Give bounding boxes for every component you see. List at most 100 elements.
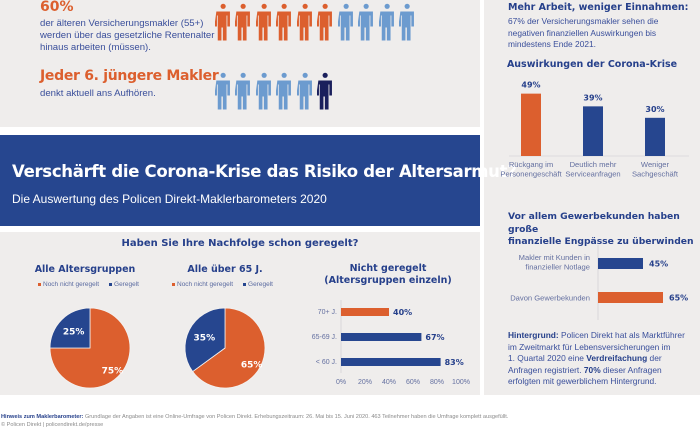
banner-subtitle: Die Auswertung des Policen Direkt-Makler… — [12, 192, 327, 206]
category-label: 70+ J. — [318, 309, 337, 316]
legend-swatch — [243, 282, 247, 286]
x-tick-label: 0% — [336, 379, 346, 386]
x-tick-label: 60% — [406, 379, 420, 386]
bar-value-label: 30% — [645, 105, 664, 114]
desc-line: werden über das gesetzliche Rentenalter — [40, 30, 215, 41]
footer-copyright: © Policen Direkt | policendirekt.de/pres… — [1, 422, 104, 428]
x-tick-label: 40% — [382, 379, 396, 386]
bg-emphasis: 70% — [583, 364, 601, 375]
title-line: Nicht geregelt — [349, 263, 427, 274]
category-label: 65-69 J. — [312, 334, 337, 341]
legend-item-not-settled: Noch nicht geregelt — [38, 281, 99, 288]
bar — [598, 292, 663, 303]
person-icon — [398, 3, 415, 41]
hbar-chart-age-groups: 70+ J. 40% 65-69 J. 67% < 60 J. 83% 0% 20% 40% 60… — [312, 300, 470, 386]
category-label: Makler mit Kunden in — [519, 253, 590, 262]
legend-label: Noch nicht geregelt — [43, 281, 100, 288]
person-icon — [378, 3, 395, 41]
footer-note-label: Hinweis zum Maklerbarometer: — [1, 414, 84, 420]
pie-slice-not-settled — [192, 307, 266, 389]
bg-label: Hintergrund: — [508, 330, 559, 340]
stat-younger-headline: Jeder 6. jüngere Makler — [40, 68, 219, 84]
stat-younger-description: denkt aktuell ans Aufhören. — [40, 88, 156, 100]
pie-value-label: 65% — [241, 361, 263, 371]
legend-item-settled: Geregelt — [109, 281, 139, 288]
category-label: Weniger — [641, 160, 670, 169]
footer-note-text: Grundlage der Angaben ist eine Online-Um… — [83, 414, 509, 420]
legend-swatch — [172, 282, 175, 286]
bar-value-label: 67% — [425, 333, 444, 342]
bg-line: Hintergrund: Policen Direkt hat als Mark… — [508, 330, 688, 342]
person-icon — [214, 72, 231, 110]
impact-panel — [484, 0, 700, 395]
banner-title: Verschärft die Corona-Krise das Risiko d… — [12, 162, 517, 181]
title-banner — [0, 135, 480, 226]
bar-value-label: 45% — [649, 260, 668, 269]
legend-swatch — [38, 282, 41, 286]
bar-value-label: 49% — [521, 81, 540, 90]
person-icon-highlighted — [316, 3, 333, 41]
vbar-corona-title: Auswirkungen der Corona-Krise — [506, 59, 678, 70]
category-label: finanzieller Notlage — [525, 263, 590, 272]
person-icon — [255, 72, 272, 110]
pie-slice-settled — [184, 307, 226, 373]
hbar-age-title: Nicht geregelt (Altersgruppen einzeln) — [318, 263, 458, 287]
bar-value-label: 40% — [393, 308, 412, 317]
title-line: finanzielle Engpässe zu überwinden — [508, 236, 694, 248]
intro-line: negativen finanziellen Auswirkungen bis — [508, 27, 657, 38]
person-icon-highlighted — [316, 72, 333, 110]
bg-text: dieser Anfragen — [600, 364, 662, 375]
person-icon-highlighted — [275, 3, 292, 41]
succession-title: Haben Sie Ihre Nachfolge schon geregelt? — [121, 238, 359, 249]
bar-value-label: 65% — [669, 294, 688, 303]
legend-label: Geregelt — [248, 281, 273, 288]
intro-line: mindestens Ende 2021. — [508, 39, 596, 50]
pie-65-title: Alle über 65 J. — [187, 264, 263, 275]
pie-all-title: Alle Altersgruppen — [34, 264, 136, 275]
background-note: Hintergrund: Policen Direkt hat als Mark… — [508, 330, 688, 388]
legend-item-not-settled: Noch nicht geregelt — [172, 281, 233, 288]
x-tick-label: 20% — [358, 379, 372, 386]
bg-line: 1. Quartal 2020 eine Verdreifachung der — [508, 353, 688, 365]
figure-row-younger — [214, 72, 334, 110]
stat-older-headline: 60% — [40, 0, 74, 15]
right-heading: Mehr Arbeit, weniger Einnahmen: — [508, 2, 689, 13]
legend-label: Geregelt — [114, 281, 139, 288]
person-icon-highlighted — [296, 3, 313, 41]
bg-text: 1. Quartal 2020 eine — [508, 353, 587, 364]
intro-line: 67% der Versicherungsmakler sehen die — [508, 16, 659, 26]
right-intro: 67% der Versicherungsmakler sehen die ne… — [508, 16, 688, 51]
bar — [341, 333, 422, 341]
bg-emphasis: Verdreifachung — [586, 353, 648, 364]
pie-slice-settled — [49, 307, 91, 349]
pie-value-label: 75% — [102, 366, 124, 376]
bar — [583, 106, 603, 156]
desc-line: der älteren Versicherungsmakler (55+) — [40, 18, 204, 29]
category-label: Rückgang im — [509, 160, 553, 169]
category-label: < 60 J. — [316, 359, 337, 366]
bar-value-label: 39% — [583, 93, 602, 102]
bar — [598, 258, 643, 269]
stat-older-description: der älteren Versicherungsmakler (55+) we… — [40, 18, 214, 54]
title-line: (Altersgruppen einzeln) — [324, 275, 452, 286]
pie-value-label: 25% — [63, 328, 85, 338]
pie-chart-over-65: 65% 35% — [184, 307, 266, 389]
hbar-business-title: Vor allem Gewerbekunden haben große fina… — [508, 211, 700, 249]
bg-line: im Zweitmarkt für Lebensversicherungen i… — [508, 341, 671, 352]
legend-swatch — [109, 282, 113, 286]
bg-text: der — [647, 353, 662, 364]
person-icon — [357, 3, 374, 41]
bar-value-label: 83% — [445, 358, 464, 367]
person-icon — [234, 72, 251, 110]
pie-65-legend: Noch nicht geregelt Geregelt — [172, 281, 273, 288]
bg-line: Anfragen registriert. 70% dieser Anfrage… — [508, 365, 688, 377]
bar — [341, 308, 389, 316]
desc-line: hinaus arbeiten (müssen). — [40, 42, 151, 53]
pie-all-legend: Noch nicht geregelt Geregelt — [38, 281, 139, 288]
bg-text: Policen Direkt hat als Marktführer — [561, 330, 685, 340]
category-label: Sachgeschäft — [632, 170, 679, 179]
x-tick-label: 80% — [430, 379, 444, 386]
desc-line: denkt aktuell ans Aufhören. — [40, 88, 156, 99]
person-icon — [337, 3, 354, 41]
